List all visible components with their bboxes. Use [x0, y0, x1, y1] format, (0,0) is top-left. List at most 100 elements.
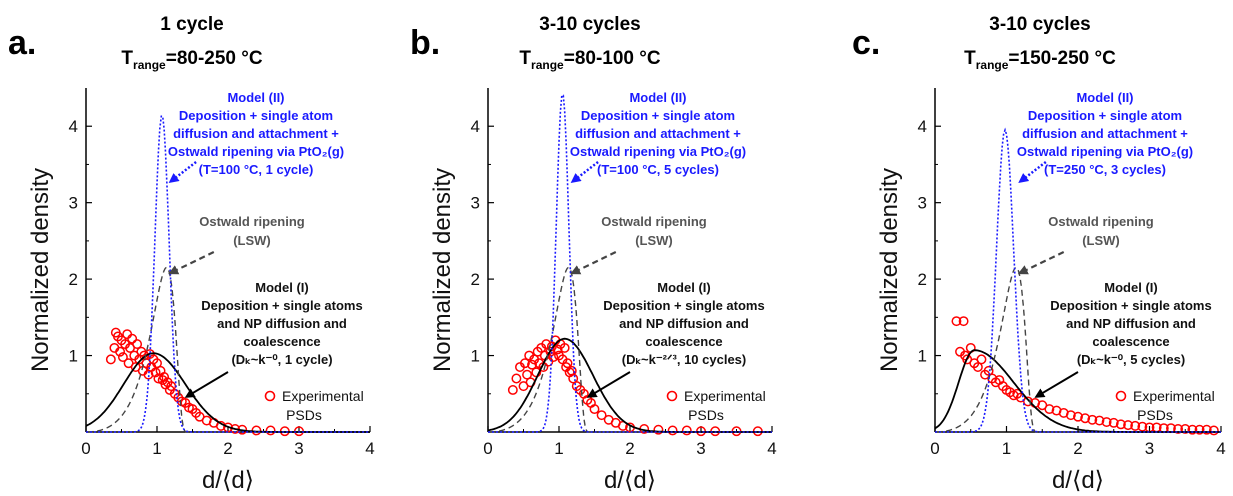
model-i-label: (Dₖ~k⁻²ᐟ³, 10 cycles) [622, 352, 746, 367]
lsw-arrow [168, 251, 215, 275]
model-i-label: coalescence [243, 334, 320, 349]
model-ii-label: (T=100 °C, 5 cycles) [597, 162, 719, 177]
x-tick-label: 3 [696, 439, 705, 458]
experimental-point [1065, 410, 1076, 421]
experimental-point [958, 316, 969, 327]
title-T: T [519, 48, 531, 69]
panel-1: a. 1 cycle Trange=80-250 °C 0 1 2 3 4 1 2 3 4 d/⟨d⟩ N… [8, 14, 375, 494]
experimental-point [589, 404, 600, 415]
experimental-point [150, 367, 161, 378]
experimental-point [1094, 415, 1105, 426]
experimental-point [1194, 424, 1205, 435]
y-axis-label: Normalized density [876, 168, 903, 372]
legend-marker [666, 390, 678, 402]
experimental-point [1173, 423, 1184, 434]
experimental-point [1087, 414, 1098, 425]
lsw-label: Ostwald ripening [601, 214, 707, 229]
lsw-label: Ostwald ripening [199, 214, 305, 229]
panel-title: 1 cycle [160, 14, 223, 35]
legend-label: PSDs [286, 407, 322, 423]
model-i-label: Deposition + single atoms [201, 298, 362, 313]
experimental-point [681, 425, 692, 436]
legend-marker [1115, 390, 1127, 402]
y-axis-label: Normalized density [27, 168, 54, 372]
y-axis-label: Normalized density [429, 168, 456, 372]
model-i-label: and NP diffusion and [1066, 316, 1196, 331]
model-i-arrow [184, 371, 229, 398]
model-ii-label: Ostwald ripening via PtO₂(g) [1017, 144, 1193, 159]
model-i-label: and NP diffusion and [217, 316, 347, 331]
experimental-point [1123, 420, 1134, 431]
y-tick-label: 1 [471, 347, 480, 366]
model-i-label: Model (I) [255, 280, 308, 295]
legend-label: PSDs [688, 407, 724, 423]
legend-label: Experimental [684, 388, 766, 404]
y-tick-label: 3 [918, 194, 927, 213]
panel-letter: b. [410, 24, 440, 62]
x-tick-label: 0 [930, 439, 939, 458]
experimental-point [541, 339, 552, 350]
y-tick-label: 1 [69, 347, 78, 366]
panel-letter: c. [852, 24, 880, 62]
experimental-point [1208, 425, 1219, 436]
experimental-point [972, 362, 983, 372]
experimental-point [1137, 421, 1148, 432]
experimental-point [548, 352, 559, 363]
experimental-point [230, 423, 241, 434]
model-ii-curve [86, 115, 370, 433]
experimental-point [132, 339, 143, 350]
title-subscript: range [976, 58, 1009, 72]
model-i-label: Model (I) [1104, 280, 1157, 295]
x-tick-label: 4 [365, 439, 374, 458]
model-i-label: Model (I) [657, 280, 710, 295]
experimental-point [596, 410, 607, 421]
experimental-point [951, 316, 962, 327]
experimental-point [1115, 419, 1126, 430]
lsw-curve [87, 266, 193, 433]
y-tick-label: 2 [69, 270, 78, 289]
model-ii-arrow [168, 161, 197, 184]
model-ii-label: diffusion and attachment + [575, 126, 741, 141]
model-ii-label: Ostwald ripening via PtO₂(g) [168, 144, 344, 159]
panel-subtitle: Trange=80-100 °C [519, 48, 660, 72]
experimental-point [1201, 424, 1212, 435]
experimental-point [115, 346, 126, 357]
experimental-point [1101, 417, 1112, 428]
y-tick-label: 1 [918, 347, 927, 366]
y-tick-label: 3 [471, 194, 480, 213]
y-tick-label: 4 [918, 117, 927, 136]
model-i-curve [487, 337, 772, 433]
lsw-curve [489, 266, 595, 433]
experimental-point [527, 359, 537, 370]
model-i-arrow [586, 371, 631, 398]
experimental-point [1108, 417, 1119, 428]
model-i-label: (Dₖ~k⁻⁰, 5 cycles) [1077, 352, 1185, 367]
model-i-label: Deposition + single atoms [1050, 298, 1211, 313]
legend-label: PSDs [1137, 407, 1173, 423]
panel-3: c. 3-10 cycles Trange=150-250 °C 0 1 2 3 4 1 2 3 4 d… [852, 14, 1226, 494]
model-ii-label: Model (II) [629, 90, 686, 105]
experimental-point [1130, 420, 1141, 431]
lsw-label: (LSW) [1082, 233, 1120, 248]
title-range: =80-100 °C [564, 48, 661, 69]
legend-label: Experimental [1133, 388, 1215, 404]
panel-subtitle: Trange=80-250 °C [121, 48, 262, 72]
model-i-label: coalescence [1092, 334, 1169, 349]
panel-subtitle: Trange=150-250 °C [964, 48, 1116, 72]
experimental-point [1044, 404, 1055, 415]
model-ii-label: Deposition + single atom [179, 108, 333, 123]
experimental-point [251, 425, 262, 436]
experimental-point [667, 425, 678, 436]
model-ii-label: diffusion and attachment + [173, 126, 339, 141]
y-tick-label: 4 [69, 117, 78, 136]
lsw-arrow [1017, 251, 1065, 275]
model-ii-curve [935, 127, 1221, 433]
y-tick-label: 2 [471, 270, 480, 289]
x-tick-label: 2 [223, 439, 232, 458]
model-i-label: Deposition + single atoms [603, 298, 764, 313]
x-axis-label: d/⟨d⟩ [1052, 467, 1104, 494]
legend-marker [264, 390, 276, 402]
x-tick-label: 4 [1216, 439, 1225, 458]
x-tick-label: 2 [625, 439, 634, 458]
model-ii-label: Ostwald ripening via PtO₂(g) [570, 144, 746, 159]
